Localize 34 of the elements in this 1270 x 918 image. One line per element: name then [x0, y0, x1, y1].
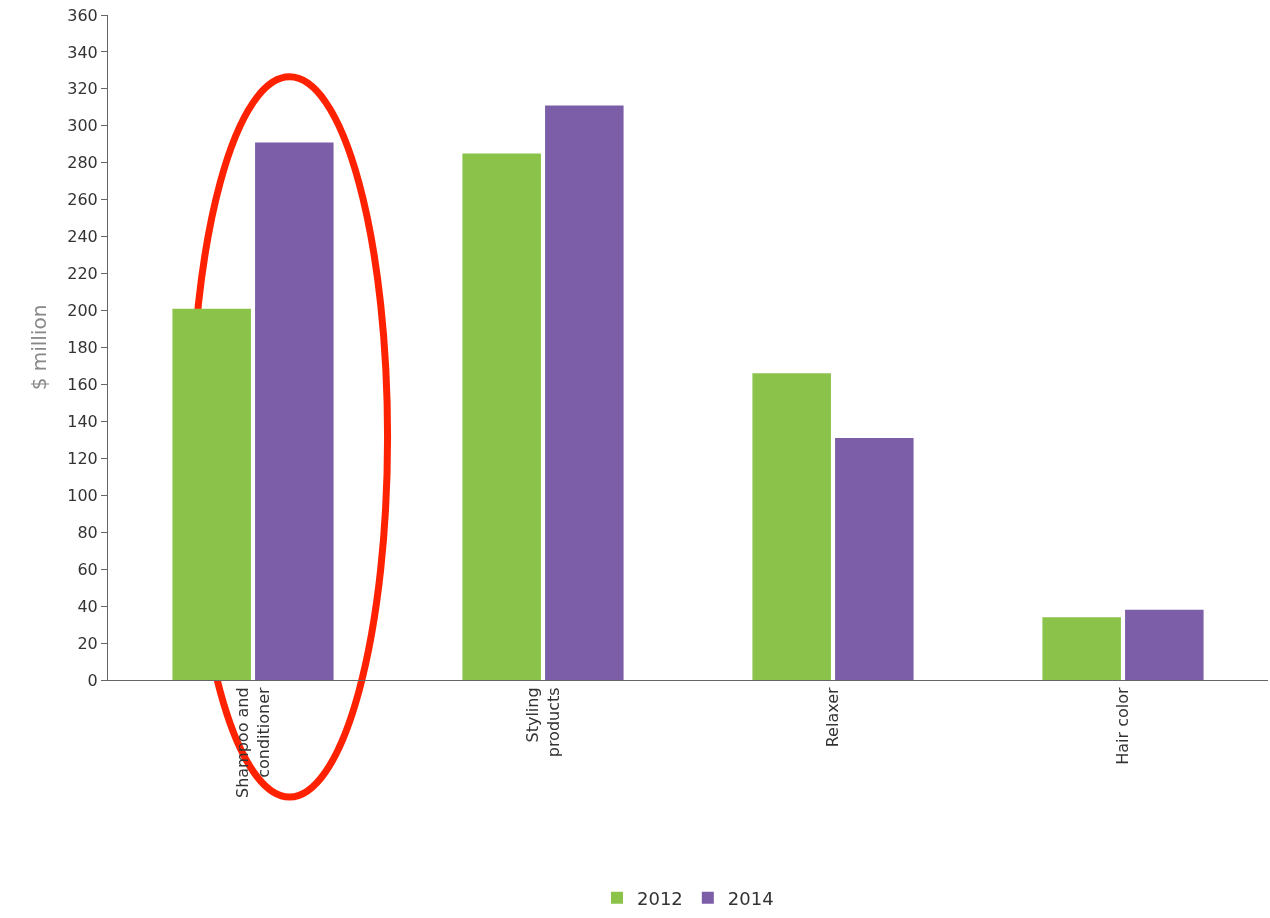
y-tick-label: 140 [67, 411, 98, 431]
bar [172, 308, 251, 680]
bar [255, 142, 334, 680]
y-tick-label: 320 [67, 79, 98, 99]
y-tick-label: 220 [67, 264, 98, 284]
y-axis-title: $ million [26, 304, 51, 391]
bar [752, 373, 831, 680]
legend-label: 2012 [637, 887, 683, 909]
x-tick-label: Shampoo and conditioner [232, 686, 273, 799]
y-tick-label: 280 [67, 153, 98, 173]
y-tick-label: 0 [87, 670, 98, 690]
x-tick-label: Relaxer [823, 686, 843, 748]
bar [462, 153, 541, 680]
y-tick-label: 260 [67, 190, 98, 210]
y-tick-label: 20 [77, 633, 98, 653]
y-tick-label: 200 [67, 301, 98, 321]
bar [1125, 609, 1204, 680]
x-tick-label: Styling products [522, 687, 563, 758]
y-tick-label: 240 [67, 227, 98, 247]
y-tick-label: 80 [77, 522, 98, 542]
y-tick-label: 120 [67, 448, 98, 468]
y-tick-label: 60 [77, 559, 98, 579]
y-tick-label: 360 [67, 5, 98, 25]
y-tick-label: 160 [67, 375, 98, 395]
bar [835, 438, 914, 680]
y-tick-label: 340 [67, 42, 98, 62]
y-tick-label: 300 [67, 116, 98, 136]
bar [545, 105, 624, 680]
x-tick-label: Hair color [1113, 686, 1133, 765]
y-tick-label: 180 [67, 338, 98, 358]
y-tick-label: 40 [77, 596, 98, 616]
legend-label: 2014 [727, 887, 774, 909]
bar [1042, 617, 1121, 680]
y-tick-label: 100 [67, 485, 98, 505]
